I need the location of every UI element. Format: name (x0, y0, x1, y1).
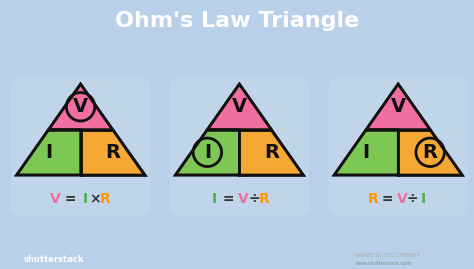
Text: V: V (397, 192, 408, 206)
Text: ÷: ÷ (248, 192, 260, 206)
Text: =: = (60, 192, 81, 206)
Text: ×: × (89, 192, 101, 206)
Text: R: R (264, 143, 279, 162)
Text: IMAGE ID: 2211789969: IMAGE ID: 2211789969 (356, 253, 419, 259)
Text: I: I (204, 143, 211, 162)
Text: I: I (420, 192, 426, 206)
Text: R: R (105, 143, 120, 162)
Text: =: = (377, 192, 399, 206)
Polygon shape (334, 130, 398, 175)
Text: ÷: ÷ (407, 192, 419, 206)
Text: I: I (363, 143, 370, 162)
Text: R: R (259, 192, 270, 206)
Text: shutterstøck: shutterstøck (24, 254, 84, 263)
Polygon shape (207, 84, 271, 130)
Polygon shape (49, 84, 113, 130)
Polygon shape (175, 130, 239, 175)
Text: V: V (73, 97, 88, 116)
Polygon shape (366, 84, 430, 130)
Text: V: V (391, 97, 406, 116)
Text: I: I (45, 143, 52, 162)
FancyBboxPatch shape (170, 77, 309, 216)
Text: I: I (82, 192, 87, 206)
Polygon shape (239, 130, 303, 175)
Text: V: V (232, 97, 247, 116)
Text: I: I (212, 192, 217, 206)
Text: =: = (219, 192, 240, 206)
Text: R: R (423, 143, 438, 162)
Text: R: R (100, 192, 111, 206)
Polygon shape (17, 130, 81, 175)
Text: R: R (368, 192, 379, 206)
FancyBboxPatch shape (328, 77, 468, 216)
Text: V: V (238, 192, 249, 206)
Polygon shape (398, 130, 462, 175)
Text: V: V (50, 192, 61, 206)
Polygon shape (81, 130, 145, 175)
Text: Ohm's Law Triangle: Ohm's Law Triangle (115, 12, 359, 31)
Text: www.shutterstock.com: www.shutterstock.com (356, 261, 411, 267)
FancyBboxPatch shape (11, 77, 150, 216)
